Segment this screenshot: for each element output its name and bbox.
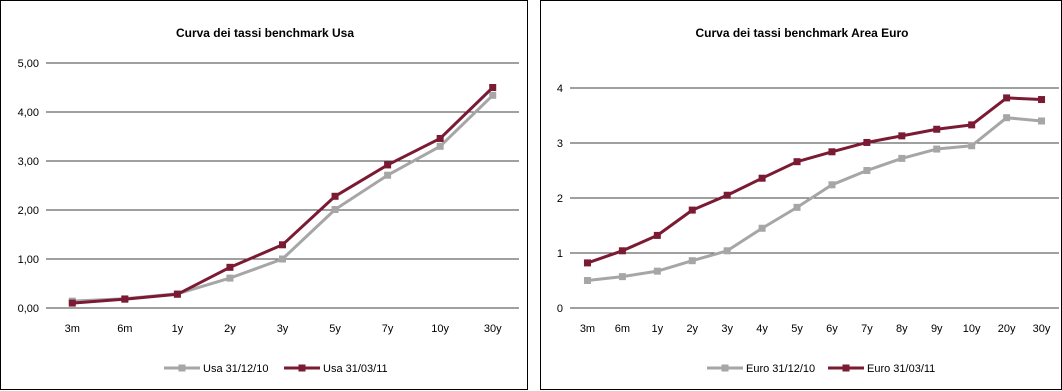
data-point: [331, 192, 339, 200]
data-point: [828, 148, 836, 156]
y-tick-label: 2,00: [18, 205, 39, 217]
series-line: [72, 86, 494, 305]
y-tick-label: 1: [557, 248, 563, 260]
x-tick-label: 3y: [721, 323, 733, 335]
x-tick-label: 1y: [172, 323, 184, 335]
data-point: [384, 171, 392, 179]
series-line: [587, 116, 1042, 282]
x-tick-label: 2y: [224, 323, 236, 335]
x-tick-label: 2y: [686, 323, 698, 335]
legend-entry: Euro 31/12/10: [707, 363, 815, 375]
data-point: [723, 247, 731, 255]
data-point: [758, 174, 766, 182]
data-point: [688, 257, 696, 265]
data-point: [933, 125, 941, 133]
x-tick-label: 9y: [931, 323, 943, 335]
x-tick-label: 6m: [117, 323, 132, 335]
x-tick-label: 30y: [1033, 323, 1051, 335]
legend-swatch-marker: [178, 364, 186, 372]
data-point: [793, 158, 801, 166]
x-tick-label: 3y: [277, 323, 289, 335]
legend-swatch-marker: [721, 364, 729, 372]
x-tick-label: 8y: [896, 323, 908, 335]
data-point: [384, 161, 392, 169]
data-point: [121, 295, 129, 303]
x-tick-label: 3m: [65, 323, 80, 335]
usa-chart: Curva dei tassi benchmark Usa 0,00 1,00 2,…: [18, 26, 519, 375]
data-point: [828, 181, 836, 189]
legend-entry: Usa 31/12/10: [164, 363, 268, 375]
data-point: [436, 142, 444, 150]
legend-swatch-marker: [842, 364, 850, 372]
chart-title: Curva dei tassi benchmark Area Euro: [696, 26, 909, 40]
legend-entry: Usa 31/03/11: [284, 363, 388, 375]
y-tick-label: 0: [557, 303, 563, 315]
data-point: [1003, 114, 1011, 122]
x-tick-label: 3m: [580, 323, 595, 335]
euro-chart: Curva dei tassi benchmark Area Euro 0 1 2 3…: [557, 26, 1059, 375]
y-tick-label: 3: [557, 138, 563, 150]
data-point: [723, 191, 731, 199]
series-line: [586, 96, 1042, 265]
usa-chart-panel: Curva dei tassi benchmark Usa 0,00 1,00 2,…: [0, 0, 528, 390]
data-point: [618, 273, 626, 281]
legend-entry: Euro 31/03/11: [828, 363, 935, 375]
y-tick-label: 1,00: [18, 254, 39, 266]
data-point: [653, 267, 661, 275]
legend-label: Euro 31/03/11: [867, 363, 935, 375]
x-tick-label: 5y: [791, 323, 803, 335]
x-tick-label: 30y: [484, 323, 502, 335]
y-tick-label: 2: [557, 193, 563, 205]
data-point: [1038, 96, 1046, 104]
data-point: [1038, 117, 1046, 125]
data-point: [653, 231, 661, 239]
data-point: [968, 142, 976, 150]
data-point: [618, 247, 626, 255]
y-tick-label: 3,00: [18, 156, 39, 168]
legend-swatch-marker: [298, 364, 306, 372]
y-tick-label: 0,00: [18, 303, 39, 315]
data-point: [331, 206, 339, 214]
data-point: [968, 121, 976, 129]
legend-label: Usa 31/03/11: [323, 363, 388, 375]
data-point: [898, 132, 906, 140]
x-tick-label: 1y: [652, 323, 664, 335]
data-point: [583, 259, 591, 267]
x-tick-label: 10y: [431, 323, 449, 335]
y-tick-label: 4,00: [18, 107, 39, 119]
data-point: [226, 274, 234, 282]
x-tick-label: 7y: [382, 323, 394, 335]
data-point: [68, 299, 76, 307]
series-line: [72, 94, 494, 303]
data-point: [898, 154, 906, 162]
data-point: [793, 203, 801, 211]
legend-label: Usa 31/12/10: [203, 363, 268, 375]
data-point: [583, 277, 591, 284]
data-point: [436, 134, 444, 142]
y-tick-label: 4: [557, 83, 563, 95]
data-point: [173, 290, 181, 298]
data-point: [863, 138, 871, 146]
x-tick-label: 4y: [756, 323, 768, 335]
data-point: [1003, 94, 1011, 102]
x-tick-label: 5y: [329, 323, 341, 335]
data-point: [688, 206, 696, 214]
legend-label: Euro 31/12/10: [746, 363, 815, 375]
x-tick-label: 6y: [826, 323, 838, 335]
data-point: [758, 224, 766, 232]
data-point: [863, 167, 871, 174]
x-tick-label: 20y: [998, 323, 1016, 335]
euro-chart-panel: Curva dei tassi benchmark Area Euro 0 1 2 3…: [540, 0, 1062, 390]
data-point: [279, 255, 286, 263]
data-point: [226, 263, 234, 271]
x-tick-label: 7y: [861, 323, 873, 335]
data-point: [933, 145, 941, 153]
y-tick-label: 5,00: [18, 58, 39, 70]
x-tick-label: 6m: [615, 323, 630, 335]
x-tick-label: 10y: [963, 323, 981, 335]
data-point: [489, 84, 497, 91]
data-point: [489, 91, 497, 99]
data-point: [279, 241, 286, 249]
chart-title: Curva dei tassi benchmark Usa: [176, 26, 354, 40]
